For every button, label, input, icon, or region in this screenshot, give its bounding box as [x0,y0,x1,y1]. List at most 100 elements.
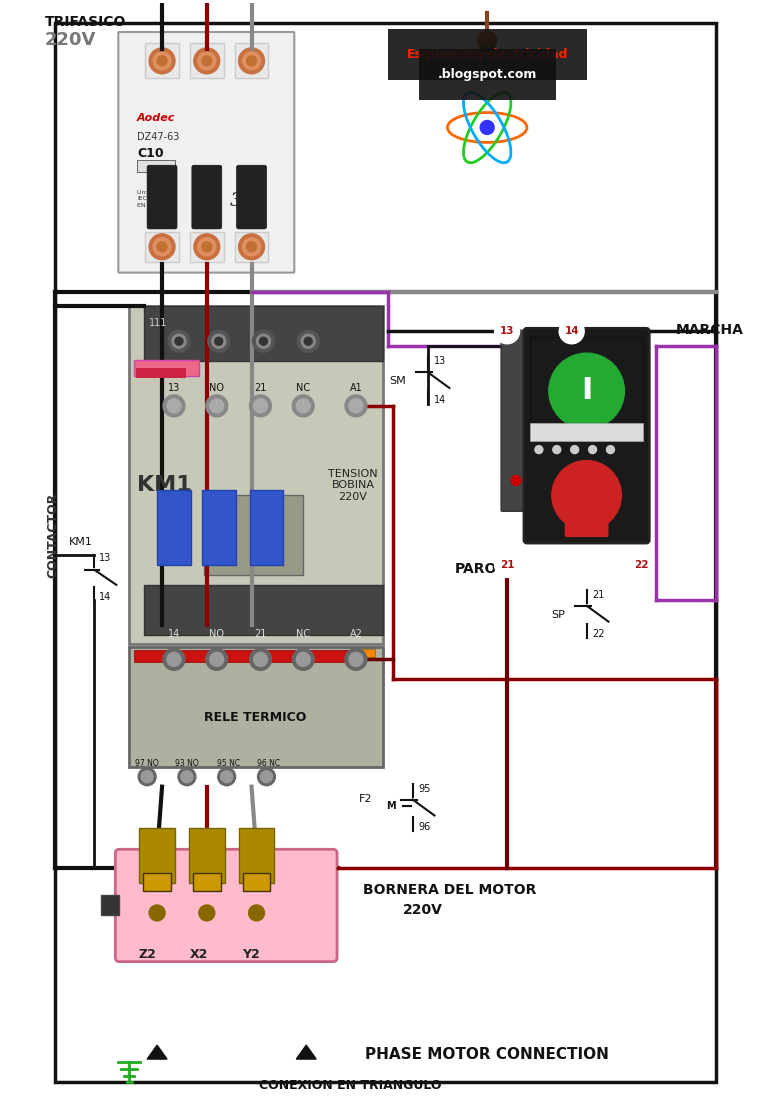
Circle shape [345,395,367,417]
Circle shape [495,319,519,343]
Text: 95 NC: 95 NC [217,759,240,767]
Circle shape [297,330,319,353]
Circle shape [495,553,519,577]
Circle shape [149,234,175,260]
Text: 22: 22 [593,629,605,639]
Circle shape [296,399,310,413]
Text: PARO: PARO [454,562,497,576]
Circle shape [301,334,315,348]
Text: 220V: 220V [45,31,96,49]
Circle shape [549,353,625,429]
Circle shape [206,649,228,670]
Text: NC: NC [296,383,310,393]
Bar [193,873,220,891]
Circle shape [175,337,183,345]
Circle shape [252,330,274,353]
Circle shape [259,337,268,345]
Bar [145,43,179,78]
Text: DZ47-63: DZ47-63 [138,132,179,142]
Text: U1: U1 [147,867,166,881]
Text: Esquemasyelectricidad: Esquemasyelectricidad [407,48,568,61]
Circle shape [202,242,212,252]
Text: 97 NO: 97 NO [135,759,159,767]
Bar [143,873,171,891]
Bar [135,651,353,662]
Bar [145,232,179,262]
Text: I: I [581,376,592,406]
Text: CONTACTOR: CONTACTOR [46,492,59,578]
Circle shape [168,330,190,353]
Text: R: R [150,55,162,71]
Bar [129,306,383,644]
Circle shape [349,399,363,413]
Text: 220V: 220V [403,903,442,917]
Text: W1: W1 [245,867,268,881]
Bar [190,43,223,78]
Bar [55,23,716,1082]
Bar [189,828,225,883]
Bar [157,490,191,564]
Circle shape [246,55,257,65]
FancyBboxPatch shape [236,165,267,228]
Text: NO: NO [209,629,224,639]
Circle shape [215,337,223,345]
Text: 13: 13 [500,326,515,336]
Circle shape [261,771,272,783]
Circle shape [206,395,228,417]
Text: MARCHA: MARCHA [676,324,744,337]
Text: TRIFASICO: TRIFASICO [45,16,126,29]
Circle shape [257,334,271,348]
Text: BORNERA DEL MOTOR: BORNERA DEL MOTOR [363,883,537,897]
Text: 22: 22 [634,560,648,570]
Circle shape [217,767,236,785]
Text: 96 NC: 96 NC [257,759,280,767]
Text: 14: 14 [168,629,180,639]
Circle shape [552,460,622,530]
Circle shape [249,905,264,920]
Text: KM1: KM1 [68,537,93,547]
Circle shape [153,52,171,70]
Circle shape [239,234,264,260]
Circle shape [138,767,156,785]
Circle shape [178,767,196,785]
FancyBboxPatch shape [147,165,177,228]
Text: 21: 21 [593,590,605,600]
Circle shape [157,242,167,252]
Text: 93 NO: 93 NO [175,759,199,767]
Text: A1: A1 [350,383,363,393]
Circle shape [296,652,310,667]
Text: T: T [240,55,251,71]
Circle shape [293,649,314,670]
Text: NC: NC [296,629,310,639]
Circle shape [210,399,223,413]
Circle shape [194,234,220,260]
Circle shape [141,771,153,783]
Bar [235,232,268,262]
Circle shape [258,767,275,785]
Bar [235,43,268,78]
Bar [249,490,283,564]
Circle shape [194,48,220,74]
Bar [202,490,236,564]
Text: Y2: Y2 [242,948,259,960]
Circle shape [249,649,271,670]
Text: F2: F2 [359,794,373,804]
Text: Un: 400V~
IEC60898
EN 60898: Un: 400V~ IEC60898 EN 60898 [138,190,171,207]
Text: Aodec: Aodec [138,112,176,123]
Text: A2: A2 [350,629,363,639]
Text: SM: SM [389,376,406,386]
Circle shape [207,330,230,353]
Text: 111: 111 [149,318,167,328]
Circle shape [163,649,185,670]
FancyBboxPatch shape [524,328,649,543]
Text: 21: 21 [255,629,267,639]
Bar [144,584,383,634]
FancyBboxPatch shape [116,849,337,962]
Circle shape [198,52,216,70]
Text: 96: 96 [419,823,431,833]
Circle shape [167,652,181,667]
Text: M: M [386,801,395,811]
Circle shape [246,242,257,252]
Circle shape [571,446,578,454]
Text: PHASE MOTOR CONNECTION: PHASE MOTOR CONNECTION [366,1047,609,1062]
